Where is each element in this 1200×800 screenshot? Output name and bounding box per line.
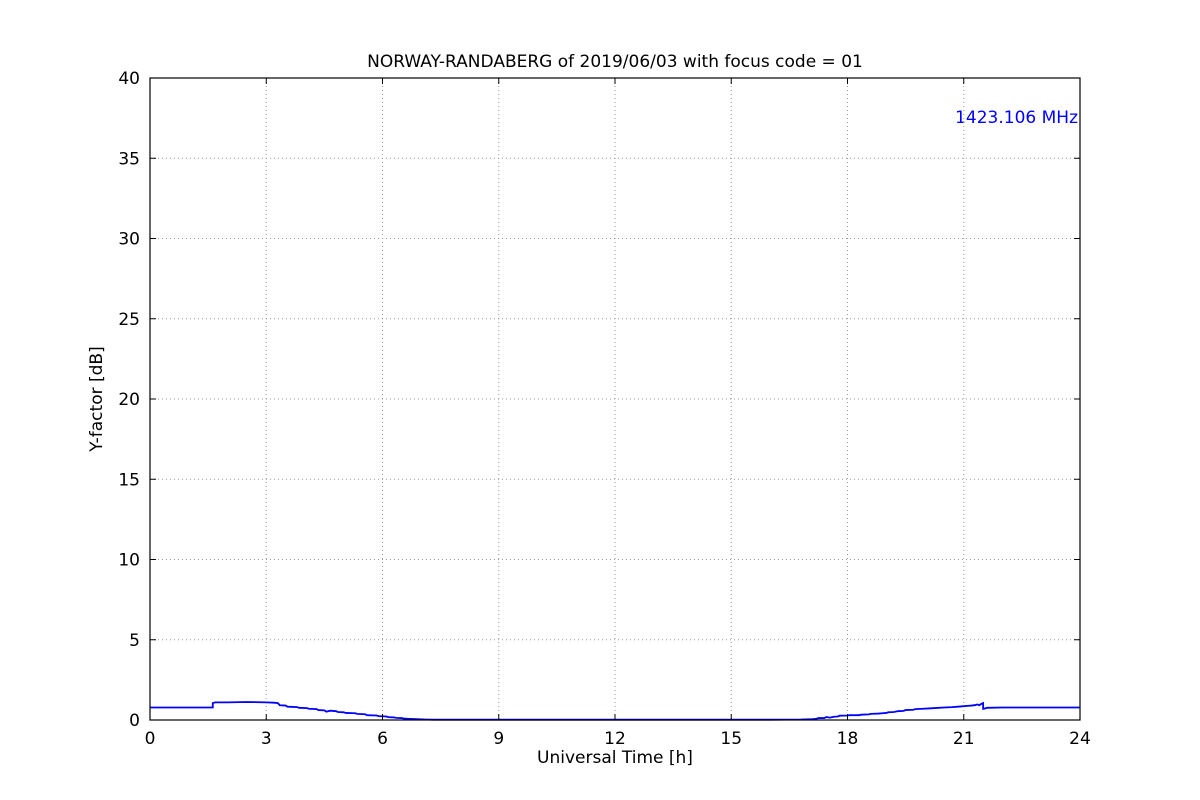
x-tick-label: 18 bbox=[837, 729, 859, 749]
x-tick-label: 9 bbox=[493, 729, 504, 749]
x-tick-label: 0 bbox=[145, 729, 156, 749]
y-tick-label: 30 bbox=[118, 230, 140, 250]
chart-title: NORWAY-RANDABERG of 2019/06/03 with focu… bbox=[367, 52, 863, 72]
y-tick-label: 40 bbox=[118, 69, 140, 89]
y-tick-label: 25 bbox=[118, 310, 140, 330]
x-tick-label: 3 bbox=[261, 729, 272, 749]
y-tick-label: 35 bbox=[118, 149, 140, 169]
x-tick-label: 24 bbox=[1069, 729, 1091, 749]
y-tick-label: 15 bbox=[118, 470, 140, 490]
x-tick-label: 12 bbox=[604, 729, 626, 749]
y-tick-label: 5 bbox=[129, 631, 140, 651]
x-axis-label: Universal Time [h] bbox=[537, 748, 693, 768]
frequency-annotation: 1423.106 MHz bbox=[955, 108, 1078, 128]
y-tick-label: 10 bbox=[118, 551, 140, 571]
x-tick-label: 15 bbox=[720, 729, 742, 749]
y-tick-label: 0 bbox=[129, 711, 140, 731]
y-tick-label: 20 bbox=[118, 390, 140, 410]
x-tick-label: 21 bbox=[953, 729, 975, 749]
x-tick-label: 6 bbox=[377, 729, 388, 749]
